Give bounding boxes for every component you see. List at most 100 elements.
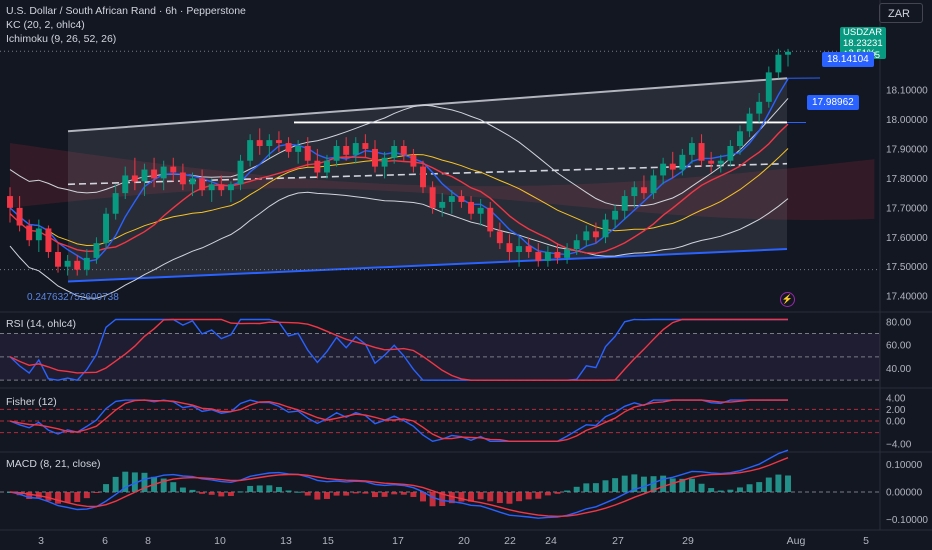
candle-body: [237, 160, 244, 185]
candle-body: [103, 213, 110, 244]
fisher-trigger-line: [9, 399, 788, 442]
macd-histogram-bar: [131, 472, 138, 492]
candle-body: [448, 196, 455, 202]
candle-body: [487, 207, 494, 232]
macd-histogram-bar: [333, 492, 340, 496]
candle-body: [496, 231, 503, 244]
macd-histogram-bar: [602, 480, 609, 492]
fisher-label[interactable]: Fisher (12): [6, 396, 57, 408]
macd-histogram-bar: [295, 491, 302, 493]
price-label: 18.23231: [843, 37, 883, 49]
candle-body: [16, 207, 23, 226]
macd-histogram-bar: [227, 492, 234, 496]
candle-body: [660, 163, 667, 176]
candle-body: [640, 187, 647, 194]
ichimoku-indicator-label[interactable]: Ichimoku (9, 26, 52, 26): [6, 33, 117, 45]
candle-body: [602, 219, 609, 238]
candle-body: [727, 146, 734, 161]
candle-body: [708, 160, 715, 164]
macd-histogram-bar: [199, 492, 206, 494]
candle-body: [525, 246, 532, 252]
macd-histogram-bar: [179, 487, 186, 492]
macd-histogram-bar: [237, 491, 244, 493]
x-tick-label: 17: [392, 535, 404, 547]
macd-histogram-bar: [506, 492, 513, 504]
candle-body: [439, 201, 446, 208]
macd-histogram-bar: [400, 492, 407, 495]
candle-body: [381, 157, 388, 167]
kc-indicator-label[interactable]: KC (20, 2, ohlc4): [6, 19, 85, 31]
candle-body: [227, 184, 234, 191]
x-tick-label: 8: [145, 535, 151, 547]
candle-body: [583, 231, 590, 241]
macd-histogram-bar: [448, 492, 455, 504]
macd-histogram-bar: [314, 492, 321, 500]
macd-histogram-bar: [621, 475, 628, 492]
middle-band-line: [9, 148, 789, 247]
price-tick-label: 17.70000: [886, 203, 928, 214]
lower-band-line: [9, 191, 789, 299]
candle-body: [679, 154, 686, 170]
currency-button[interactable]: ZAR: [879, 3, 923, 23]
candle-body: [295, 146, 302, 152]
candle-body: [362, 143, 369, 149]
macd-histogram-bar: [439, 492, 446, 507]
candle-body: [564, 249, 571, 258]
macd-histogram-bar: [727, 489, 734, 492]
x-tick-label: 15: [322, 535, 334, 547]
macd-histogram-bar: [55, 492, 62, 504]
macd-histogram-bar: [362, 492, 369, 494]
macd-tick-label: 0.00000: [886, 488, 923, 499]
x-tick-label: Aug: [787, 535, 806, 547]
candle-body: [160, 166, 167, 179]
rsi-label[interactable]: RSI (14, ohlc4): [6, 318, 77, 330]
candle-body: [429, 187, 436, 208]
macd-histogram-bar: [391, 492, 398, 495]
price-tick-label: 18.10000: [886, 86, 928, 97]
candle-body: [45, 228, 52, 252]
rsi-signal-line: [9, 318, 788, 381]
macd-histogram-bar: [218, 492, 225, 497]
x-tick-label: 10: [214, 535, 226, 547]
price-tick-label: 17.80000: [886, 174, 928, 185]
candle-body: [516, 246, 523, 252]
macd-histogram-bar: [458, 492, 465, 502]
candle-body: [247, 140, 254, 161]
macd-histogram-bar: [103, 484, 110, 492]
macd-tick-label: −0.10000: [886, 515, 928, 526]
candle-body: [26, 225, 33, 241]
macd-histogram-bar: [285, 490, 292, 492]
rsi-tick-label: 60.00: [886, 341, 911, 352]
candle-body: [468, 201, 475, 214]
candle-body: [458, 196, 465, 202]
rsi-tick-label: 40.00: [886, 364, 911, 375]
x-tick-label: 13: [280, 535, 292, 547]
candle-body: [333, 146, 340, 161]
macd-histogram-bar: [323, 492, 330, 499]
x-tick-label: 29: [682, 535, 694, 547]
macd-histogram-bar: [189, 489, 196, 492]
upper-channel-tag[interactable]: 18.14104: [822, 52, 874, 67]
level-tag[interactable]: 17.98962: [807, 95, 859, 110]
macd-histogram-bar: [372, 492, 378, 498]
candle-body: [218, 184, 225, 191]
macd-histogram-bar: [468, 492, 475, 502]
macd-histogram-bar: [650, 476, 657, 492]
macd-histogram-bar: [381, 492, 388, 497]
lightning-icon[interactable]: ⚡: [780, 292, 795, 307]
macd-histogram-bar: [477, 492, 484, 500]
macd-histogram-bar: [141, 472, 148, 492]
macd-histogram-bar: [516, 492, 523, 502]
candle-body: [122, 175, 129, 194]
symbol-label: USDZAR: [843, 27, 883, 38]
macd-histogram-bar: [765, 477, 772, 492]
macd-histogram-bar: [429, 492, 436, 507]
macd-histogram-bar: [717, 490, 724, 492]
candle-body: [698, 143, 705, 161]
macd-line: [9, 449, 789, 519]
macd-histogram-bar: [583, 483, 590, 492]
candle-body: [112, 193, 119, 214]
candle-body: [535, 252, 542, 261]
macd-label[interactable]: MACD (8, 21, close): [6, 458, 101, 470]
